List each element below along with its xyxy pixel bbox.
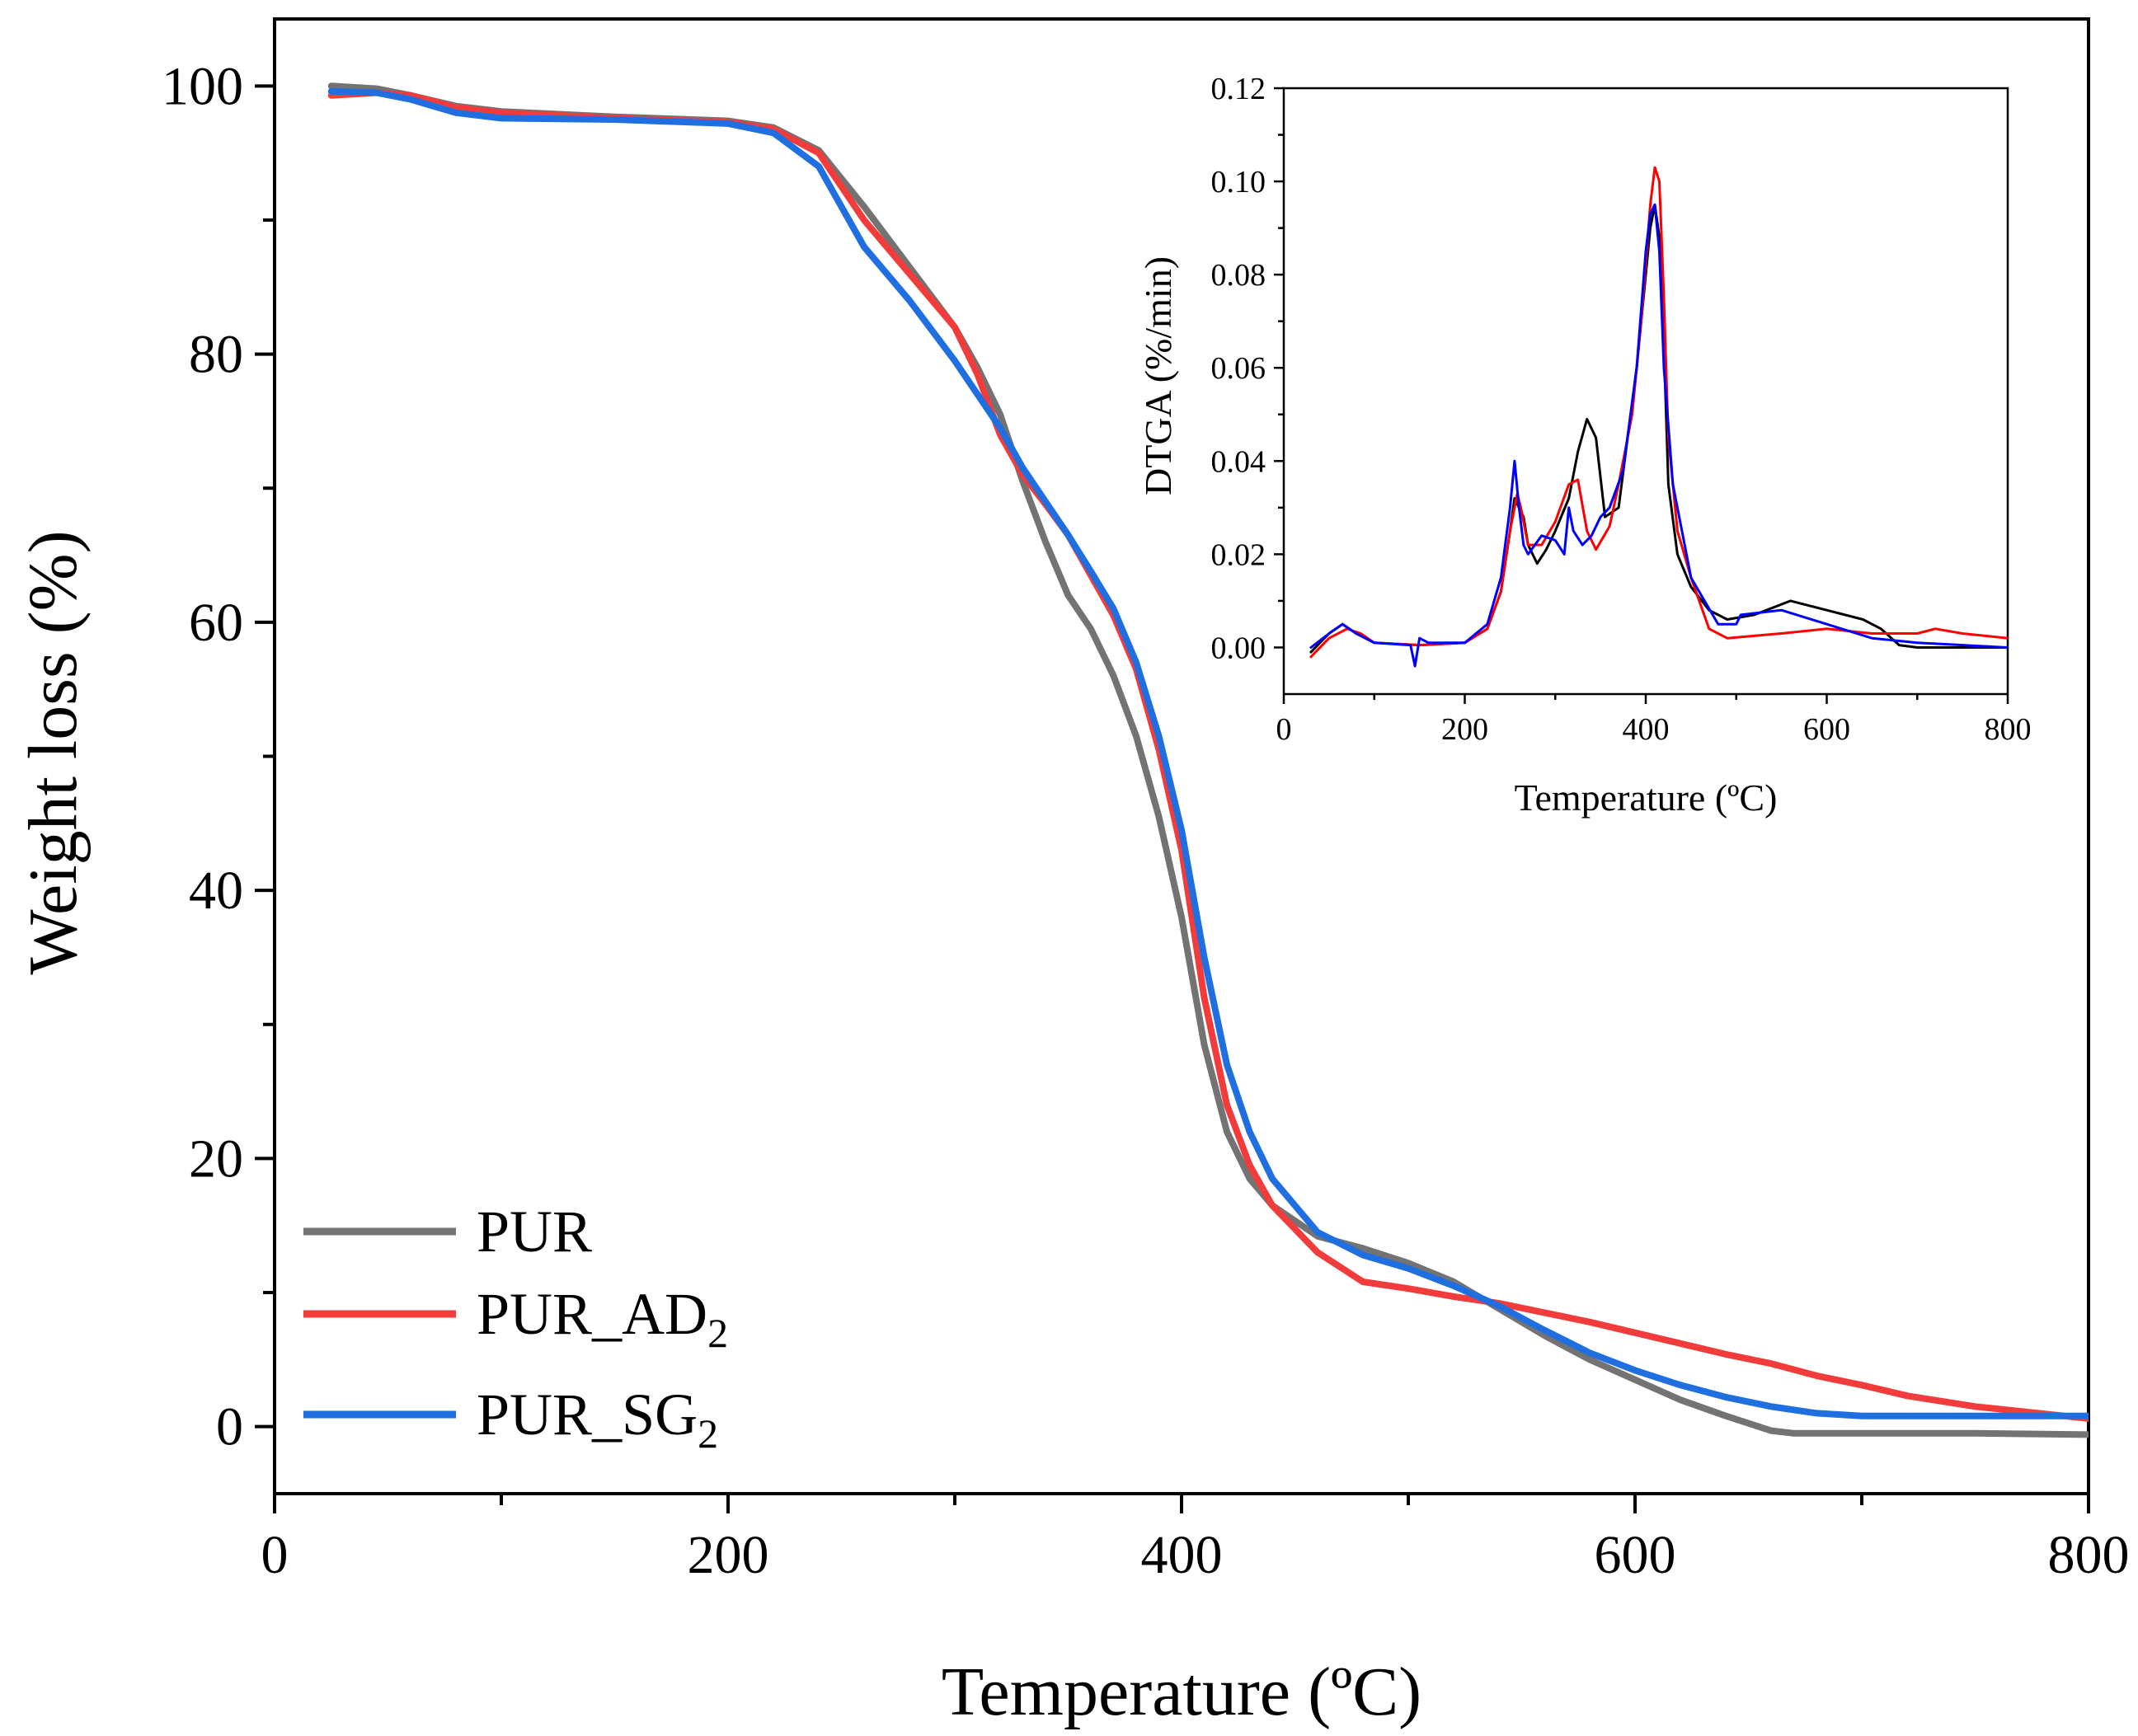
inset-x-tick-label: 400 [1623, 712, 1670, 747]
legend-label-pur-sg2: PUR_SG2 [477, 1382, 718, 1457]
inset-plot-frame [1282, 87, 2009, 696]
inset-x-tick-label: 200 [1441, 712, 1488, 747]
inset-chart: 0 200 400 600 800 0.00 0.02 0.04 0.06 0.08 0.10 0.1… [1137, 72, 2032, 819]
inset-y-tick-label: 0.12 [1211, 72, 1266, 106]
main-series-pur-sg2 [327, 87, 2089, 1419]
legend-entry-pur-ad2: PUR_AD2 [303, 1281, 728, 1356]
legend-label-pur: PUR [477, 1199, 592, 1264]
main-series-group [327, 82, 2089, 1438]
inset-x-axis-label: Temperature (ºC) [1515, 777, 1778, 819]
inset-x-tick-label: 600 [1803, 712, 1850, 747]
inset-x-tick-label: 800 [1985, 712, 2032, 747]
legend-entry-pur-sg2: PUR_SG2 [303, 1382, 718, 1457]
inset-y-tick-label: 0.10 [1211, 165, 1266, 199]
main-y-tick-label: 100 [162, 56, 243, 116]
inset-x-tick-label: 0 [1276, 712, 1292, 747]
inset-ticks-group: 0 200 400 600 800 0.00 0.02 0.04 0.06 0.08 0.10 0.1… [1211, 72, 2032, 747]
inset-y-tick-label: 0.04 [1211, 444, 1266, 479]
inset-y-tick-label: 0.02 [1211, 537, 1266, 572]
main-x-tick-label: 200 [688, 1525, 769, 1585]
inset-series-group [1309, 166, 2008, 668]
legend: PUR PUR_AD2 PUR_SG2 [303, 1199, 728, 1457]
inset-y-tick-label: 0.08 [1211, 258, 1266, 293]
legend-entry-pur: PUR [303, 1199, 592, 1264]
main-series-pur [327, 82, 2089, 1438]
main-chart: 0 200 400 600 800 0 20 40 60 80 100 Temperature (º… [15, 17, 2130, 1730]
main-y-tick-label: 0 [216, 1397, 243, 1457]
main-series-pur-ad2 [327, 89, 2089, 1422]
main-y-tick-label: 20 [189, 1128, 243, 1189]
main-y-tick-label: 40 [189, 861, 243, 921]
main-y-tick-label: 80 [189, 325, 243, 385]
main-x-axis-label: Temperature (ºC) [942, 1654, 1421, 1730]
legend-label-pur-ad2: PUR_AD2 [477, 1281, 728, 1356]
inset-y-tick-label: 0.06 [1211, 351, 1266, 386]
inset-y-tick-label: 0.00 [1211, 631, 1266, 665]
main-x-tick-label: 600 [1595, 1525, 1676, 1585]
main-x-tick-label: 0 [261, 1525, 289, 1585]
main-x-tick-label: 400 [1141, 1525, 1223, 1585]
main-y-tick-label: 60 [189, 593, 243, 653]
main-x-tick-label: 800 [2048, 1525, 2130, 1585]
main-plot-frame [273, 17, 2090, 1495]
main-y-axis-label: Weight loss (%) [15, 530, 92, 974]
main-ticks-group: 0 200 400 600 800 0 20 40 60 80 100 [162, 56, 2130, 1585]
inset-y-axis-label: DTGA (%/min) [1137, 256, 1179, 495]
inset-series-pur-sg2 [1309, 203, 2008, 668]
